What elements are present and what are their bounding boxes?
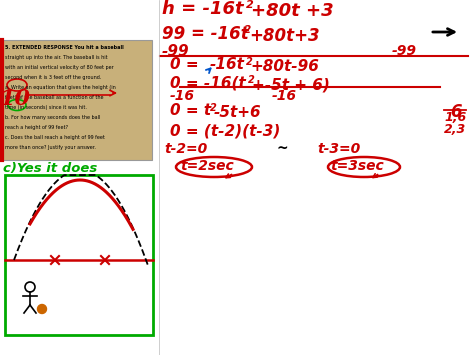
Text: 0 =: 0 = [170,57,199,72]
Text: -16: -16 [272,89,297,103]
Text: time (in seconds) since it was hit.: time (in seconds) since it was hit. [5,105,87,110]
Text: -16t: -16t [210,57,245,72]
Text: t-3=0: t-3=0 [317,142,360,156]
Text: a. Write an equation that gives the height (in: a. Write an equation that gives the heig… [5,85,116,90]
Text: 6: 6 [450,103,462,121]
Text: 2: 2 [210,103,217,113]
Text: +80t +3: +80t +3 [251,2,334,20]
Text: t=3sec: t=3sec [330,159,384,173]
Text: +80t-96: +80t-96 [250,59,319,74]
Text: 2: 2 [244,25,251,35]
Text: straight up into the air. The baseball is hit: straight up into the air. The baseball i… [5,55,108,60]
Text: 0 = t: 0 = t [170,103,211,118]
Circle shape [37,305,46,313]
Text: ~: ~ [277,142,289,156]
Text: 2: 2 [248,75,255,85]
Bar [5,175,153,335]
Text: t-2=0: t-2=0 [164,142,207,156]
Text: 10: 10 [0,88,31,110]
Text: c. Does the ball reach a height of 99 feet: c. Does the ball reach a height of 99 fe… [5,135,105,140]
Text: feet) of the baseball as a function of the: feet) of the baseball as a function of t… [5,95,103,100]
Text: 99 = -16t: 99 = -16t [162,25,249,43]
Text: with an initial vertical velocity of 80 feet per: with an initial vertical velocity of 80 … [5,65,114,70]
Text: +80t+3: +80t+3 [249,27,319,45]
Text: 1,6: 1,6 [444,111,466,124]
Text: reach a height of 99 feet?: reach a height of 99 feet? [5,125,68,130]
Text: h = -16t: h = -16t [162,0,244,18]
Text: -99: -99 [392,44,417,58]
Text: second when it is 3 feet off the ground.: second when it is 3 feet off the ground. [5,75,101,80]
Text: -16: -16 [170,89,195,103]
Text: -99: -99 [162,44,190,59]
Text: b. For how many seconds does the ball: b. For how many seconds does the ball [5,115,100,120]
Text: 0 = (t-2)(t-3): 0 = (t-2)(t-3) [170,123,281,138]
Text: 2: 2 [246,0,254,10]
Text: more than once? Justify your answer.: more than once? Justify your answer. [5,145,96,150]
Text: 2: 2 [246,57,253,67]
Text: 2,3: 2,3 [444,123,466,136]
Text: c)Yes it does: c)Yes it does [3,162,97,175]
Bar [2,40,152,160]
Text: -5t+6: -5t+6 [214,105,262,120]
Text: 0 = -16(t: 0 = -16(t [170,75,246,90]
Text: t=2sec: t=2sec [180,159,234,173]
Text: 5. EXTENDED RESPONSE You hit a baseball: 5. EXTENDED RESPONSE You hit a baseball [5,45,124,50]
Text: +-5t + 6): +-5t + 6) [252,77,330,92]
